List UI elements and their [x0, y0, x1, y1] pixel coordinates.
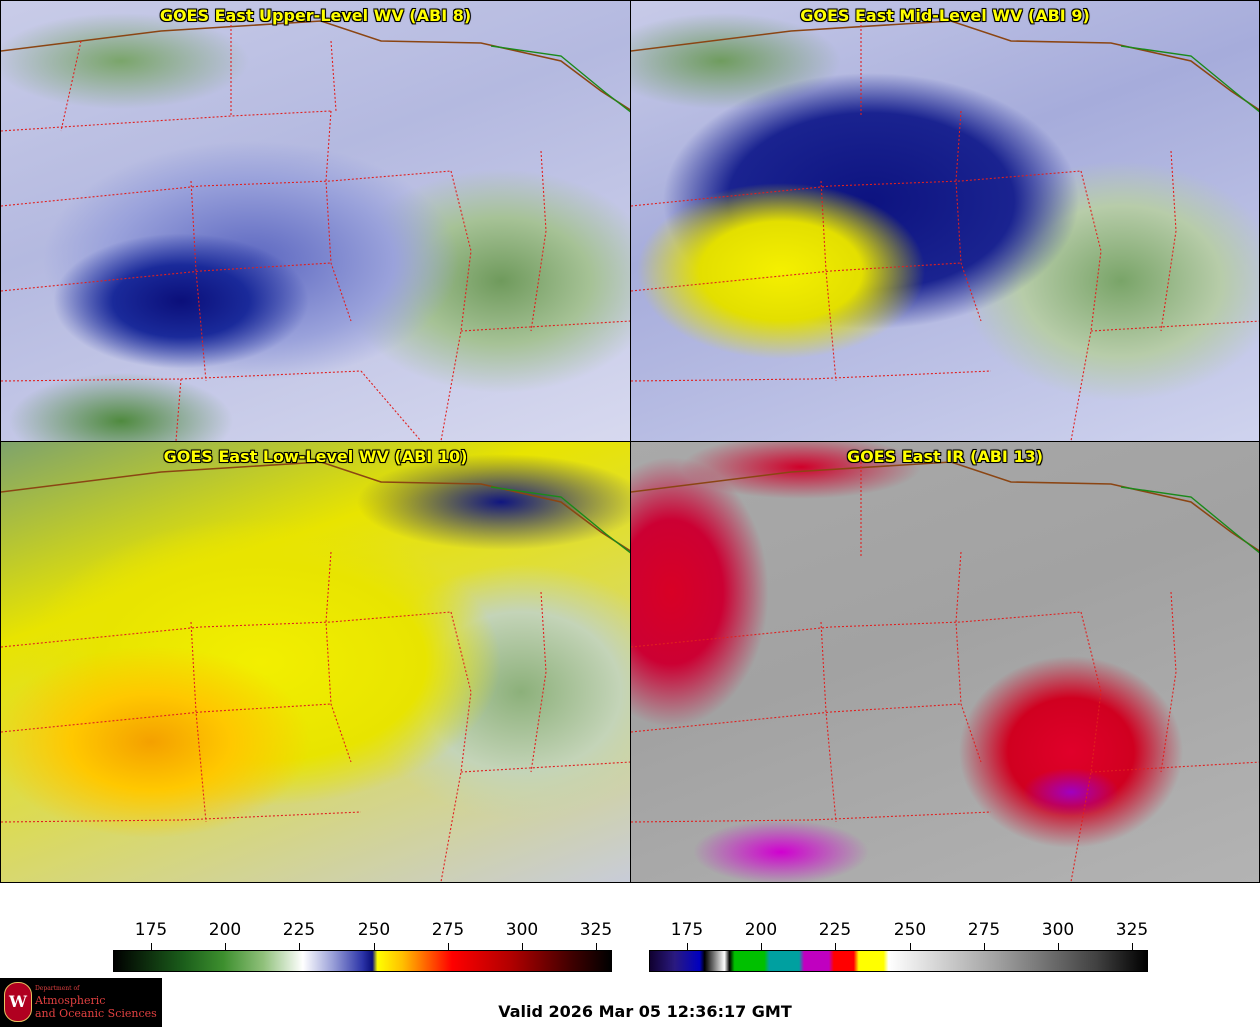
map-borders-overlay [631, 461, 1259, 882]
colorbar-tick-mark [1058, 943, 1059, 950]
colorbar-tick-mark [835, 943, 836, 950]
colorbar-tick-label: 250 [357, 920, 391, 940]
colorbar-tick-label: 175 [134, 920, 168, 940]
colorbar-tick-mark [761, 943, 762, 950]
colorbar-tick-label: 300 [1041, 920, 1075, 940]
colorbar-tick-label: 225 [818, 920, 852, 940]
colorbar-tick-mark [687, 943, 688, 950]
colorbar-tick-label: 300 [505, 920, 539, 940]
wv-colorbar [113, 950, 612, 972]
colorbar-tick-mark [225, 943, 226, 950]
colorbar-tick-label: 200 [744, 920, 778, 940]
panel-title: GOES East Low-Level WV (ABI 10) [163, 447, 468, 466]
aos-logo: W Department of Atmospheric and Oceanic … [0, 978, 162, 1027]
colorbar-tick-mark [910, 943, 911, 950]
uw-seal-icon: W [4, 982, 32, 1022]
logo-name-line2: and Oceanic Sciences [35, 1007, 157, 1020]
colorbar-tick-label: 275 [967, 920, 1001, 940]
upper-level-wv-panel: GOES East Upper-Level WV (ABI 8) [0, 0, 631, 442]
mid-level-wv-panel: GOES East Mid-Level WV (ABI 9) [630, 0, 1260, 442]
map-borders-overlay [631, 20, 1259, 441]
colorbar-tick-label: 325 [1115, 920, 1149, 940]
map-borders-overlay [1, 461, 630, 882]
colorbar-tick-label: 200 [208, 920, 242, 940]
colorbar-tick-label: 325 [579, 920, 613, 940]
colorbar-tick-mark [448, 943, 449, 950]
valid-time: Valid 2026 Mar 05 12:36:17 GMT [498, 1002, 792, 1021]
colorbar-tick-label: 175 [670, 920, 704, 940]
colorbar-tick-label: 225 [282, 920, 316, 940]
panel-title: GOES East Mid-Level WV (ABI 9) [800, 6, 1090, 25]
low-level-wv-panel: GOES East Low-Level WV (ABI 10) [0, 441, 631, 883]
colorbar-tick-mark [522, 943, 523, 950]
logo-dept: Department of [35, 985, 80, 992]
ir-colorbar [649, 950, 1148, 972]
map-borders-overlay [1, 20, 630, 441]
colorbar-tick-mark [299, 943, 300, 950]
ir-panel: GOES East IR (ABI 13) [630, 441, 1260, 883]
colorbar-tick-mark [1132, 943, 1133, 950]
colorbar-tick-mark [374, 943, 375, 950]
colorbar-tick-label: 250 [893, 920, 927, 940]
colorbar-tick-mark [151, 943, 152, 950]
panel-title: GOES East Upper-Level WV (ABI 8) [159, 6, 472, 25]
colorbar-tick-mark [984, 943, 985, 950]
colorbar-tick-mark [596, 943, 597, 950]
panel-title: GOES East IR (ABI 13) [846, 447, 1044, 466]
logo-name-line1: Atmospheric [35, 994, 106, 1007]
colorbar-tick-label: 275 [431, 920, 465, 940]
